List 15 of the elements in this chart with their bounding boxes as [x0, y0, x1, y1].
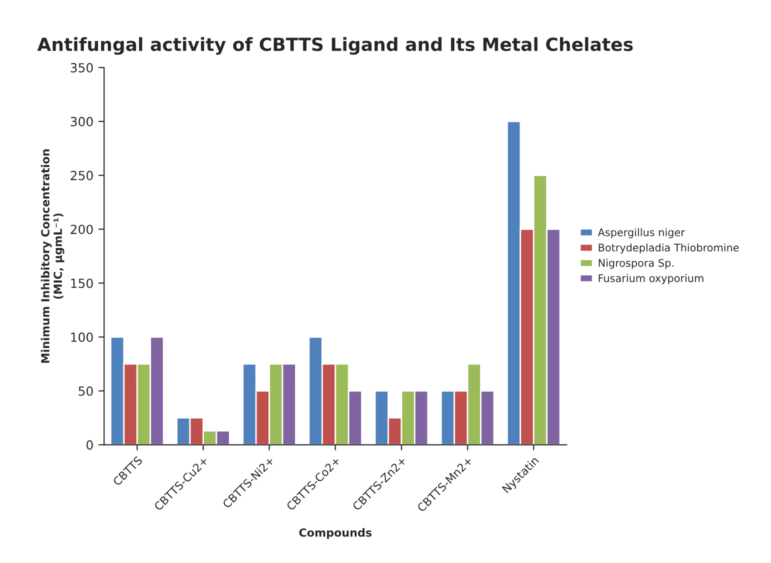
y-axis-title: Minimum Inhibitory Concentration (MIC, μgmL⁻¹) [40, 149, 64, 363]
legend-label: Fusarium oxyporium [598, 274, 704, 284]
y-tick-label: 150 [71, 278, 93, 288]
y-tick-label: 200 [70, 224, 93, 234]
chart-title: Antifungal activity of CBTTS Ligand and Its Metal Chelates [37, 37, 633, 55]
y-tick-label: 350 [70, 63, 93, 72]
y-tick-label: 250 [70, 170, 93, 180]
x-axis-title: Compounds [299, 528, 372, 539]
y-tick-label: 100 [71, 332, 93, 342]
legend-label: Botrydepladia Thiobromine [598, 243, 739, 254]
y-tick-label: 300 [70, 116, 93, 126]
y-tick-label: 50 [78, 386, 93, 396]
legend-label: Nigrospora Sp. [598, 258, 674, 269]
y-tick-label: 0 [86, 440, 93, 450]
legend-label: Aspergillus niger [598, 228, 685, 238]
